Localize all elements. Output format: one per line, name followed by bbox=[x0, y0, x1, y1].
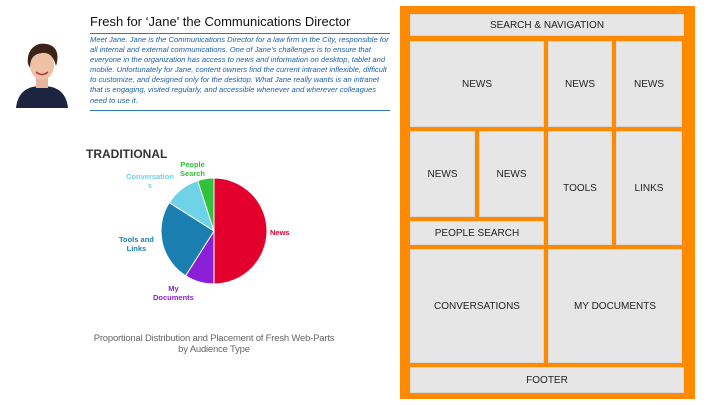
chart-title: TRADITIONAL bbox=[86, 147, 168, 161]
pie-label-tools-links: Tools and Links bbox=[119, 235, 154, 253]
tile-news-main: NEWS bbox=[410, 41, 544, 127]
persona-photo bbox=[14, 36, 70, 108]
tile-tools: TOOLS bbox=[548, 131, 612, 245]
description-rule bbox=[90, 110, 390, 111]
layout-wireframe: SEARCH & NAVIGATION NEWS NEWS NEWS NEWS … bbox=[400, 6, 695, 399]
tile-news-3: NEWS bbox=[616, 41, 682, 127]
tile-my-documents: MY DOCUMENTS bbox=[548, 249, 682, 363]
persona-title: Fresh for ‘Jane' the Communications Dire… bbox=[90, 14, 351, 29]
persona-description: Meet Jane. Jane is the Communications Di… bbox=[90, 35, 389, 105]
pie-label-conversations: Conversation s bbox=[126, 172, 174, 190]
tile-news-4: NEWS bbox=[410, 131, 475, 217]
title-rule bbox=[90, 33, 390, 34]
pie-chart bbox=[160, 177, 268, 285]
tile-conversations: CONVERSATIONS bbox=[410, 249, 544, 363]
pie-slice-tools-and-links bbox=[160, 201, 215, 277]
pie-label-my-documents: My Documents bbox=[153, 284, 194, 302]
chart-caption: Proportional Distribution and Placement … bbox=[93, 333, 335, 355]
pie-slice-news bbox=[213, 177, 268, 285]
pie-label-people-search: People Search bbox=[180, 160, 206, 178]
tile-people-search: PEOPLE SEARCH bbox=[410, 221, 544, 245]
tile-news-2: NEWS bbox=[548, 41, 612, 127]
avatar bbox=[14, 36, 70, 108]
tile-news-5: NEWS bbox=[479, 131, 544, 217]
tile-links: LINKS bbox=[616, 131, 682, 245]
pie-slice-people-search bbox=[196, 177, 215, 232]
tile-footer: FOOTER bbox=[410, 367, 684, 393]
pie-label-news: News bbox=[270, 228, 290, 237]
tile-search-navigation: SEARCH & NAVIGATION bbox=[410, 14, 684, 36]
